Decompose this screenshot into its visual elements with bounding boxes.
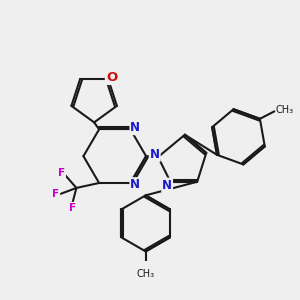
Text: CH₃: CH₃ — [136, 269, 155, 279]
Text: F: F — [52, 189, 59, 199]
Text: F: F — [58, 168, 65, 178]
Text: F: F — [69, 203, 76, 213]
Text: CH₃: CH₃ — [276, 105, 294, 115]
Text: N: N — [150, 148, 160, 161]
Text: N: N — [162, 178, 172, 191]
Text: N: N — [130, 178, 140, 191]
Text: O: O — [106, 71, 117, 84]
Text: N: N — [130, 121, 140, 134]
